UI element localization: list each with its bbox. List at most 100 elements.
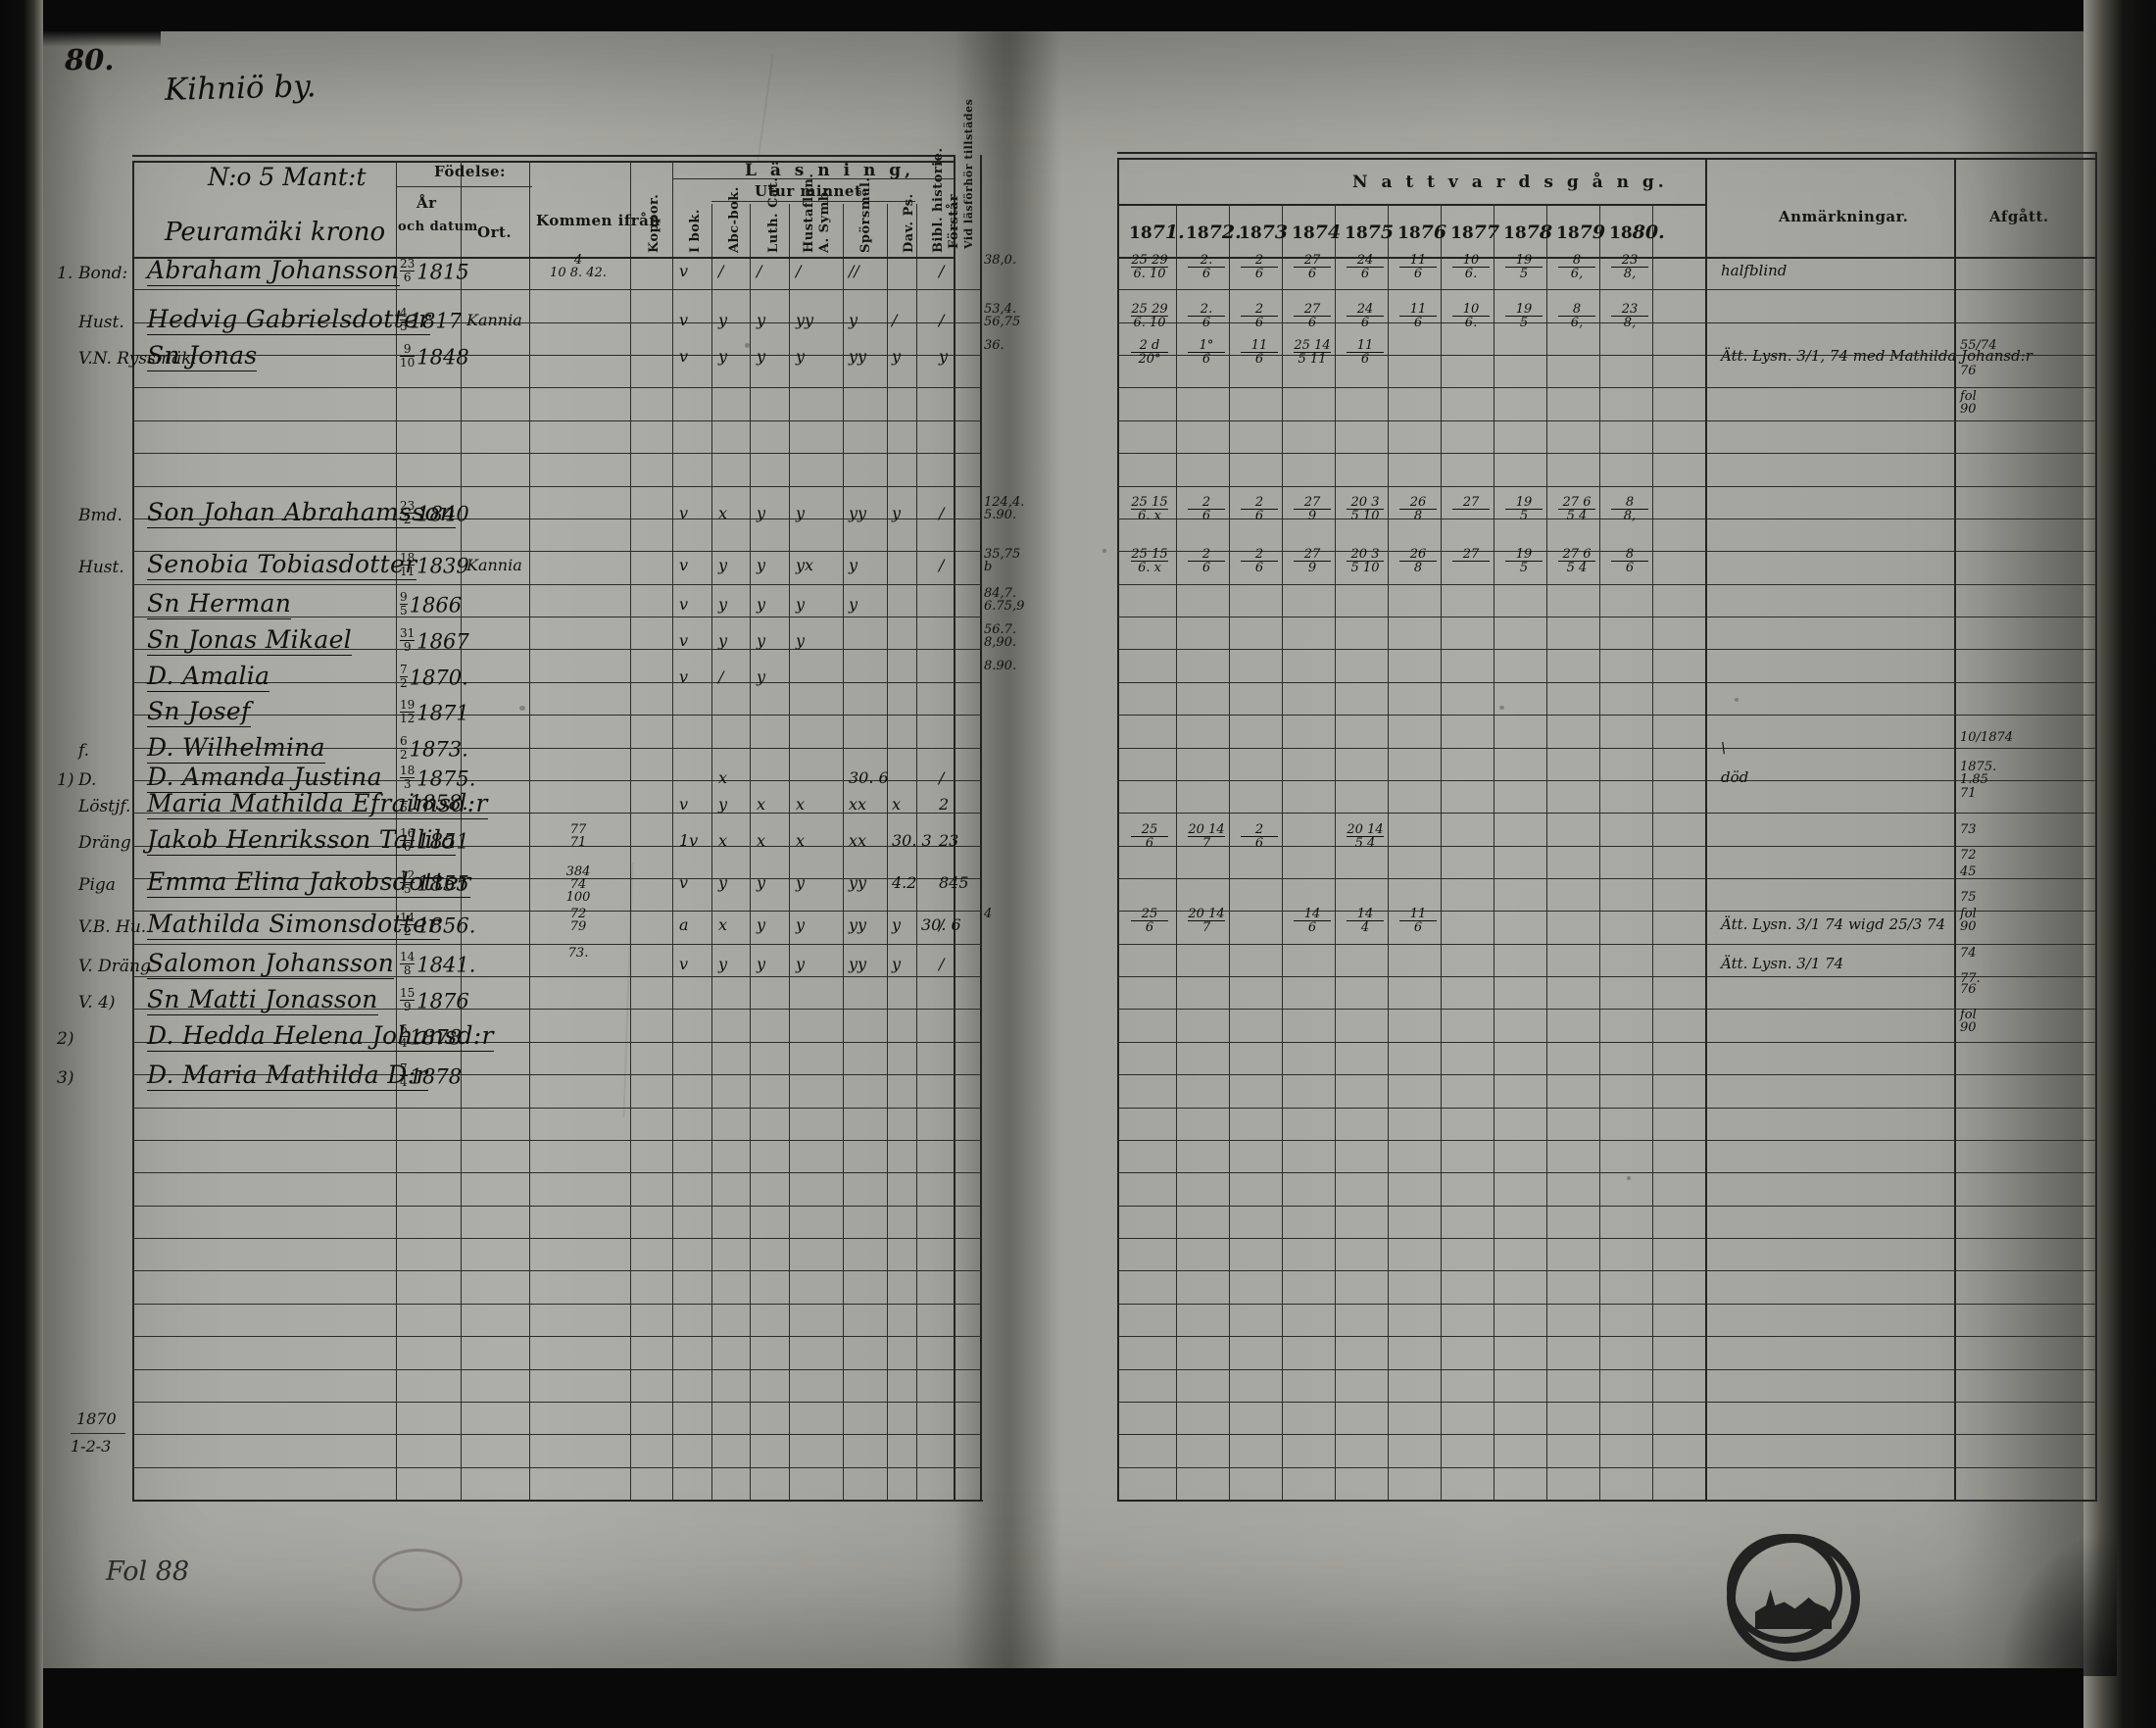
reading-mark-forstar: / [939, 311, 945, 329]
reading-mark-sporsmal: y [849, 595, 858, 614]
person-role: Bond: [78, 264, 128, 283]
pencil-folio-note: Fol 88 [106, 1556, 190, 1587]
row-rule [132, 846, 981, 847]
row-rule [132, 486, 981, 487]
scan-edge-bottom [0, 1664, 2156, 1728]
table-rule [954, 1500, 983, 1502]
reading-mark-hustaflan: y [796, 955, 806, 973]
row-rule [132, 1434, 981, 1435]
reading-mark-abc: y [718, 347, 728, 366]
row-rule [1117, 1270, 2095, 1271]
header-hustaflan: Hustaflan. [802, 173, 816, 253]
row-rule [132, 387, 981, 388]
paper-recto [1004, 31, 2083, 1668]
table-rule [789, 204, 790, 1500]
row-rule [132, 878, 981, 879]
person-name: Sn Jonas Mikael [147, 625, 352, 656]
table-rule [843, 204, 844, 1500]
date-fraction: 23 8, [1611, 303, 1648, 329]
birth-place: Kannia [466, 311, 522, 329]
reading-mark-forstar: / [939, 955, 945, 973]
table-rule [1441, 204, 1442, 1500]
date-fraction: 8 6, [1558, 254, 1595, 280]
reading-mark-abc: x [718, 915, 728, 934]
date-fraction: 25 29 6. 10 [1131, 253, 1168, 281]
margin-note-rule [71, 1433, 125, 1434]
person-role: Hust. [78, 558, 124, 577]
reading-mark-luth: y [757, 311, 766, 329]
paper-speck [1627, 1176, 1631, 1180]
person-name: Salomon Johansson [147, 949, 394, 979]
reading-mark-in_book: v [679, 795, 689, 814]
reading-mark-abc: y [718, 873, 728, 892]
header-utur-minnet: Utur minnet: [755, 182, 868, 200]
attendance-value: 124,4. 5.90. [984, 495, 1025, 522]
date-fraction: 2. 6 [1188, 303, 1225, 329]
reading-mark-dav: 30. 3 [892, 831, 932, 850]
row-sequence: 3) [57, 1068, 74, 1088]
date-fraction: 1° 6 [1188, 339, 1225, 366]
table-rule [916, 204, 917, 1500]
table-rule [461, 161, 462, 1500]
reading-mark-luth: y [757, 631, 766, 650]
person-name: Mathilda Simonsdotter [147, 910, 440, 940]
reading-mark-in_book: v [679, 955, 689, 973]
header-lasning: L ä s n i n g, [745, 161, 915, 180]
reading-mark-abc: x [718, 504, 728, 522]
scan-edge-left [0, 0, 43, 1728]
birth-date: 31 9 1867 [400, 626, 469, 654]
birth-date: 15 9 1876 [400, 986, 469, 1013]
row-rule [132, 1336, 981, 1337]
person-name: Sn Jonas [147, 341, 258, 371]
header-nattvardsgang: N a t t v a r d s g å n g. [1352, 173, 1668, 192]
reading-mark-abc: y [718, 955, 728, 973]
table-rule [396, 186, 532, 187]
row-rule [132, 1402, 981, 1403]
birth-date: 9 10 1848 [400, 342, 469, 370]
table-rule [1652, 204, 1653, 1500]
reading-mark-hustaflan: y [796, 873, 806, 892]
reading-mark-abc: y [718, 595, 728, 614]
person-name: D. Hedda Helena Johansd:r [147, 1021, 494, 1052]
row-rule [1117, 780, 2095, 781]
remark-text: Ätt. Lysn. 3/1 74 [1721, 955, 1844, 972]
header-anmarkningar: Anmärkningar. [1779, 208, 1909, 225]
row-rule [132, 682, 981, 683]
reading-mark-forstar: 2 [939, 795, 950, 814]
date-fraction: 2 d 20° [1131, 339, 1168, 366]
row-rule [132, 1042, 981, 1043]
reading-mark-luth: y [757, 955, 766, 973]
person-role: f. [78, 741, 90, 761]
reading-mark-sporsmal: yy [849, 504, 867, 522]
date-fraction: 27 9 [1294, 548, 1331, 574]
communion-year-7: 1877 [1450, 222, 1500, 243]
date-fraction: 23 8, [1611, 254, 1648, 280]
attendance-value: 36. [984, 338, 1004, 353]
table-rule [1599, 204, 1600, 1500]
date-fraction: 25 29 6. 10 [1131, 302, 1168, 330]
row-rule [1117, 1369, 2095, 1370]
reading-mark-hustaflan: y [796, 595, 806, 614]
row-rule [1117, 976, 2095, 977]
table-rule [711, 201, 915, 202]
reading-mark-in_book: 1v [679, 831, 699, 850]
birth-date: 7 4 1878 [400, 1061, 463, 1089]
date-fraction: 25 15 6. x [1131, 495, 1168, 523]
date-fraction: 8 6, [1558, 303, 1595, 329]
person-name: Emma Elina Jakobsdotter [147, 867, 471, 898]
reading-mark-dav: x [892, 795, 902, 814]
birth-place: Kannia [466, 556, 522, 574]
communion-year-5: 1875 [1345, 222, 1395, 243]
birth-date: 18 3 1875. [400, 764, 476, 791]
header-forstar: Förstår [947, 193, 961, 249]
remark-text: halfblind [1721, 262, 1788, 279]
paper-speck [1499, 706, 1504, 710]
row-rule [1117, 518, 2095, 519]
row-rule [132, 355, 981, 356]
table-rule [1954, 158, 1956, 1500]
reading-mark-sporsmal: xx [849, 795, 867, 814]
reading-mark-in_book: v [679, 667, 689, 686]
